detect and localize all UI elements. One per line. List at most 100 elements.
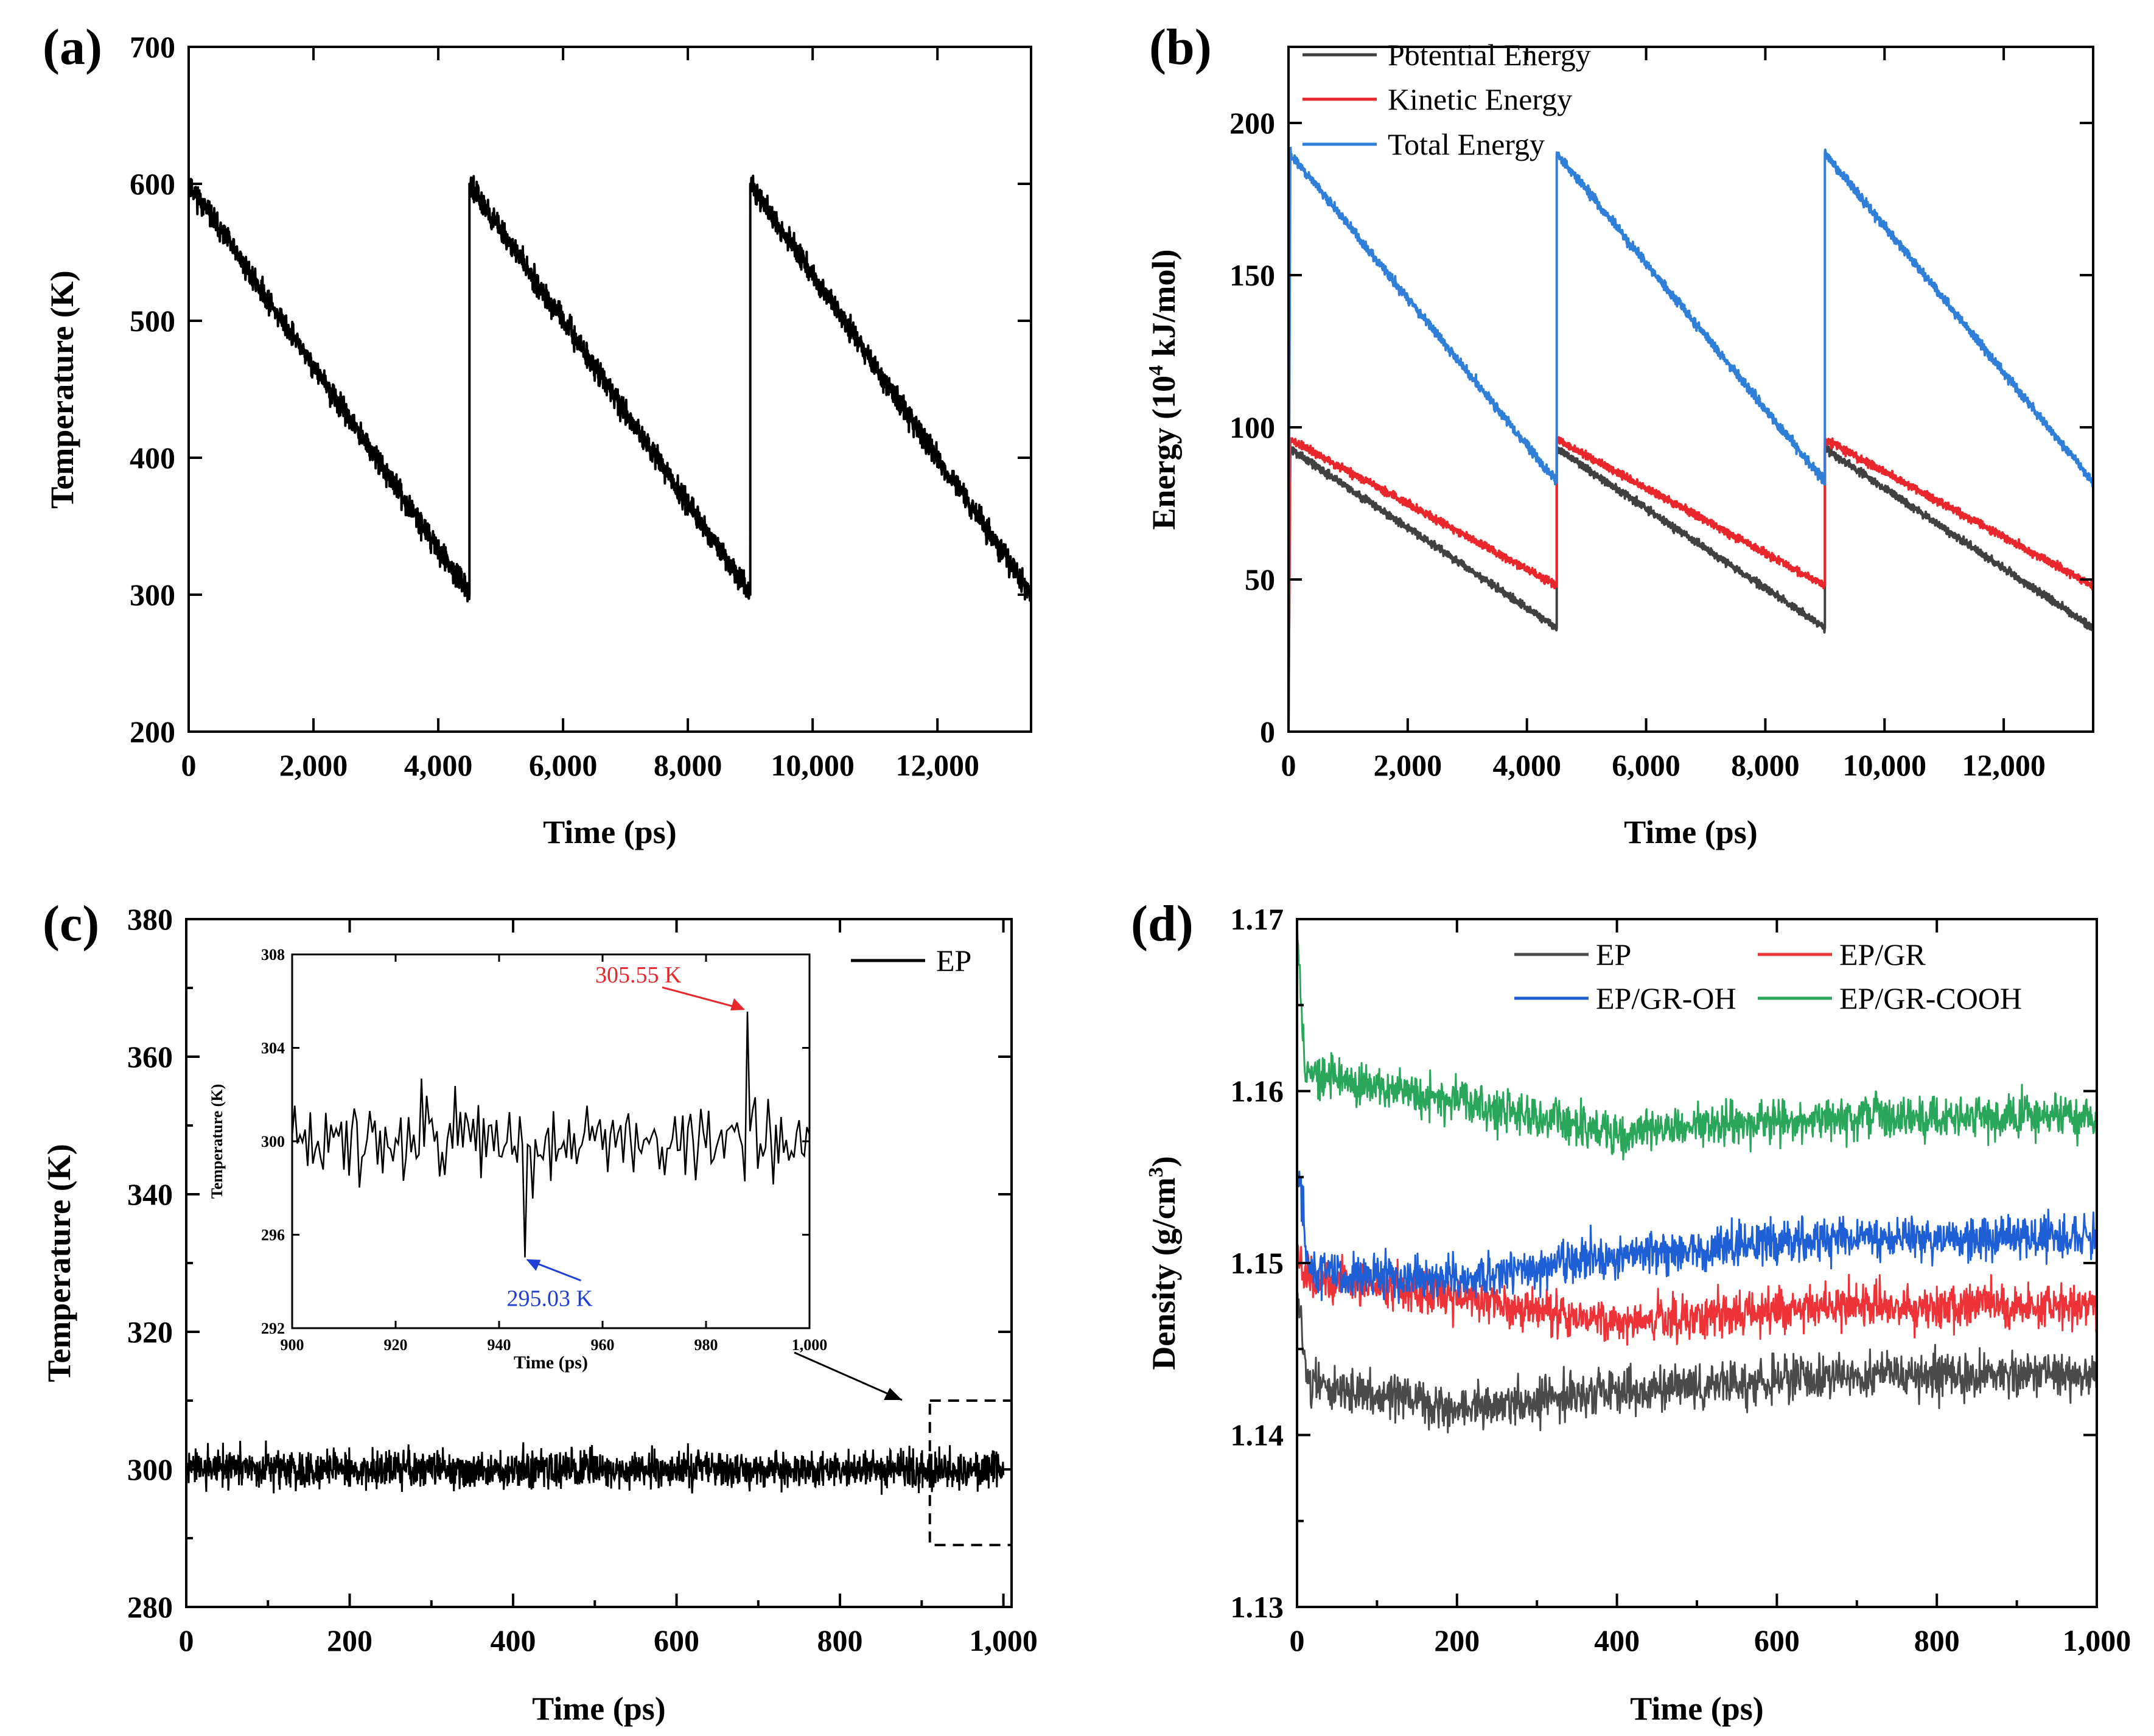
x-tick-label: 0 xyxy=(1281,748,1296,782)
legend-potential-energy: Potential Energy xyxy=(1388,38,1591,72)
x-tick-label: 200 xyxy=(327,1623,372,1657)
y-tick-label: 100 xyxy=(1229,410,1275,444)
panel-b-ticks: 0 2,000 4,000 6,000 8,000 10,000 12,000 0 50 100 1… xyxy=(1229,47,2093,782)
x-tick-label: 940 xyxy=(488,1336,511,1354)
panel-a-frame xyxy=(187,46,1032,733)
panel-d-y-axis-title: Density (g/cm3) xyxy=(1145,1156,1182,1370)
x-tick-label: 6,000 xyxy=(529,748,598,782)
y-tick-label: 300 xyxy=(127,1452,173,1486)
series-line-ep-gr xyxy=(1296,1244,2098,1346)
panel-d-y-title-sup: 3 xyxy=(1145,1167,1167,1177)
zoom-highlight-box xyxy=(928,1399,1013,1547)
x-tick-label: 800 xyxy=(1914,1623,1960,1657)
series-line-ep-gr-cooh xyxy=(1296,919,2098,1161)
inset-ticks: 900 920 940 960 980 1,000 292 296 300 304 308 xyxy=(261,946,827,1354)
inset-annotations: 305.55 K 295.03 K xyxy=(507,962,745,1312)
x-tick-label: 600 xyxy=(654,1623,699,1657)
y-tick-label: 380 xyxy=(127,902,173,936)
panel-a-ticks: 0 2,000 4,000 6,000 8,000 10,000 12,000 200 300 4… xyxy=(130,30,1031,782)
max-annotation-label: 305.55 K xyxy=(595,962,682,988)
series-line-potential-energy xyxy=(1287,444,2094,732)
series-line-total-energy xyxy=(1287,147,2094,656)
x-tick-label: 960 xyxy=(591,1336,615,1354)
inset-series-line-ep xyxy=(291,1011,811,1258)
x-tick-label: 980 xyxy=(694,1336,718,1354)
x-tick-label: 1,000 xyxy=(792,1336,828,1354)
panel-c-ticks: 0 200 400 600 800 1,000 280 300 320 340 360 380 xyxy=(127,902,1038,1657)
series-line-ep xyxy=(185,1440,1005,1525)
y-tick-label: 296 xyxy=(261,1227,285,1244)
x-tick-label: 0 xyxy=(1290,1623,1305,1657)
legend-ep: EP xyxy=(1596,937,1631,971)
y-tick-label: 292 xyxy=(261,1320,285,1337)
y-tick-label: 308 xyxy=(261,946,285,964)
y-tick-label: 1.14 xyxy=(1231,1418,1284,1452)
panel-d-ticks: 0 200 400 600 800 1,000 1.13 1.14 1.15 1.16 1.17 xyxy=(1231,902,2131,1657)
max-annotation-arrow xyxy=(662,986,744,1010)
x-tick-label: 2,000 xyxy=(279,748,348,782)
inset-background xyxy=(292,954,809,1328)
panel-b-series xyxy=(1287,147,2094,732)
y-tick-label: 400 xyxy=(130,441,175,475)
panel-a-x-axis-title: Time (ps) xyxy=(543,814,677,850)
y-tick-label: 304 xyxy=(261,1040,285,1057)
x-tick-label: 4,000 xyxy=(404,748,473,782)
panel-b-label: (b) xyxy=(1149,19,1212,75)
x-tick-label: 6,000 xyxy=(1612,748,1680,782)
y-tick-label: 700 xyxy=(130,30,175,64)
x-tick-label: 4,000 xyxy=(1492,748,1561,782)
x-tick-label: 8,000 xyxy=(654,748,722,782)
inset-x-axis-title: Time (ps) xyxy=(514,1353,588,1373)
panel-d-x-axis-title: Time (ps) xyxy=(1630,1690,1764,1727)
x-tick-label: 10,000 xyxy=(771,748,855,782)
x-tick-label: 1,000 xyxy=(969,1623,1038,1657)
y-tick-label: 1.17 xyxy=(1231,902,1284,936)
panel-a: (a) 0 2,000 4,000 6,000 8,000 10,000 12,000 200… xyxy=(43,19,1032,850)
x-tick-label: 0 xyxy=(181,748,197,782)
series-line-temperature xyxy=(187,174,1032,603)
y-tick-label: 1.13 xyxy=(1231,1590,1284,1624)
x-tick-label: 12,000 xyxy=(1962,748,2046,782)
x-tick-label: 0 xyxy=(179,1623,194,1657)
panel-b-x-axis-title: Time (ps) xyxy=(1624,814,1758,850)
panel-b-legend: Potential Energy Kinetic Energy Total En… xyxy=(1303,38,1591,161)
panel-c-frame xyxy=(185,918,1013,1608)
legend-ep: EP xyxy=(936,943,971,978)
y-tick-label: 0 xyxy=(1260,715,1275,749)
series-line-ep xyxy=(1296,1292,2098,1433)
min-annotation-label: 295.03 K xyxy=(507,1286,593,1312)
panel-c-inset: 900 920 940 960 980 1,000 292 296 300 304 308 305.… xyxy=(208,946,827,1373)
y-tick-label: 200 xyxy=(130,715,175,749)
x-tick-label: 400 xyxy=(1594,1623,1640,1657)
panel-b-y-title-sup: 4 xyxy=(1145,365,1167,376)
x-tick-label: 800 xyxy=(817,1623,863,1657)
legend-kinetic-energy: Kinetic Energy xyxy=(1388,82,1572,116)
panel-d-series xyxy=(1296,919,2098,1433)
inset-y-axis-title: Temperature (K) xyxy=(208,1084,226,1199)
panel-b-y-title-suffix: kJ/mol) xyxy=(1145,250,1182,366)
y-tick-label: 300 xyxy=(261,1133,285,1150)
legend-total-energy: Total Energy xyxy=(1388,127,1545,161)
panel-b-frame xyxy=(1287,46,2094,733)
legend-ep-gr-cooh: EP/GR-COOH xyxy=(1839,981,2022,1015)
y-tick-label: 1.16 xyxy=(1231,1074,1284,1108)
max-annotation-arrowhead xyxy=(730,998,745,1011)
y-tick-label: 50 xyxy=(1245,562,1275,597)
panel-c: (c) 0 200 400 600 800 1,000 280 300 320 340 360 380… xyxy=(41,895,1038,1727)
y-tick-label: 200 xyxy=(1229,106,1275,140)
x-tick-label: 400 xyxy=(491,1623,536,1657)
legend-ep-gr: EP/GR xyxy=(1839,937,1926,971)
panel-c-series xyxy=(185,1440,1005,1525)
inset-series xyxy=(291,1011,811,1258)
panel-b-y-title-prefix: Energy (10 xyxy=(1145,376,1182,530)
x-tick-label: 8,000 xyxy=(1731,748,1800,782)
y-tick-label: 1.15 xyxy=(1231,1246,1284,1280)
y-tick-label: 320 xyxy=(127,1315,173,1349)
panel-b: (b) 0 2,000 4,000 6,000 8,000 10,000 12,000 0 50… xyxy=(1145,19,2094,850)
x-tick-label: 1,000 xyxy=(2063,1623,2131,1657)
panel-a-y-axis-title: Temperature (K) xyxy=(44,270,80,508)
panel-d-y-title-prefix: Density (g/cm xyxy=(1145,1177,1182,1370)
panel-d: (d) 0 200 400 600 800 1,000 1.13 1.14 1.15 1.16 1.… xyxy=(1131,895,2131,1727)
panel-c-x-axis-title: Time (ps) xyxy=(532,1690,666,1727)
